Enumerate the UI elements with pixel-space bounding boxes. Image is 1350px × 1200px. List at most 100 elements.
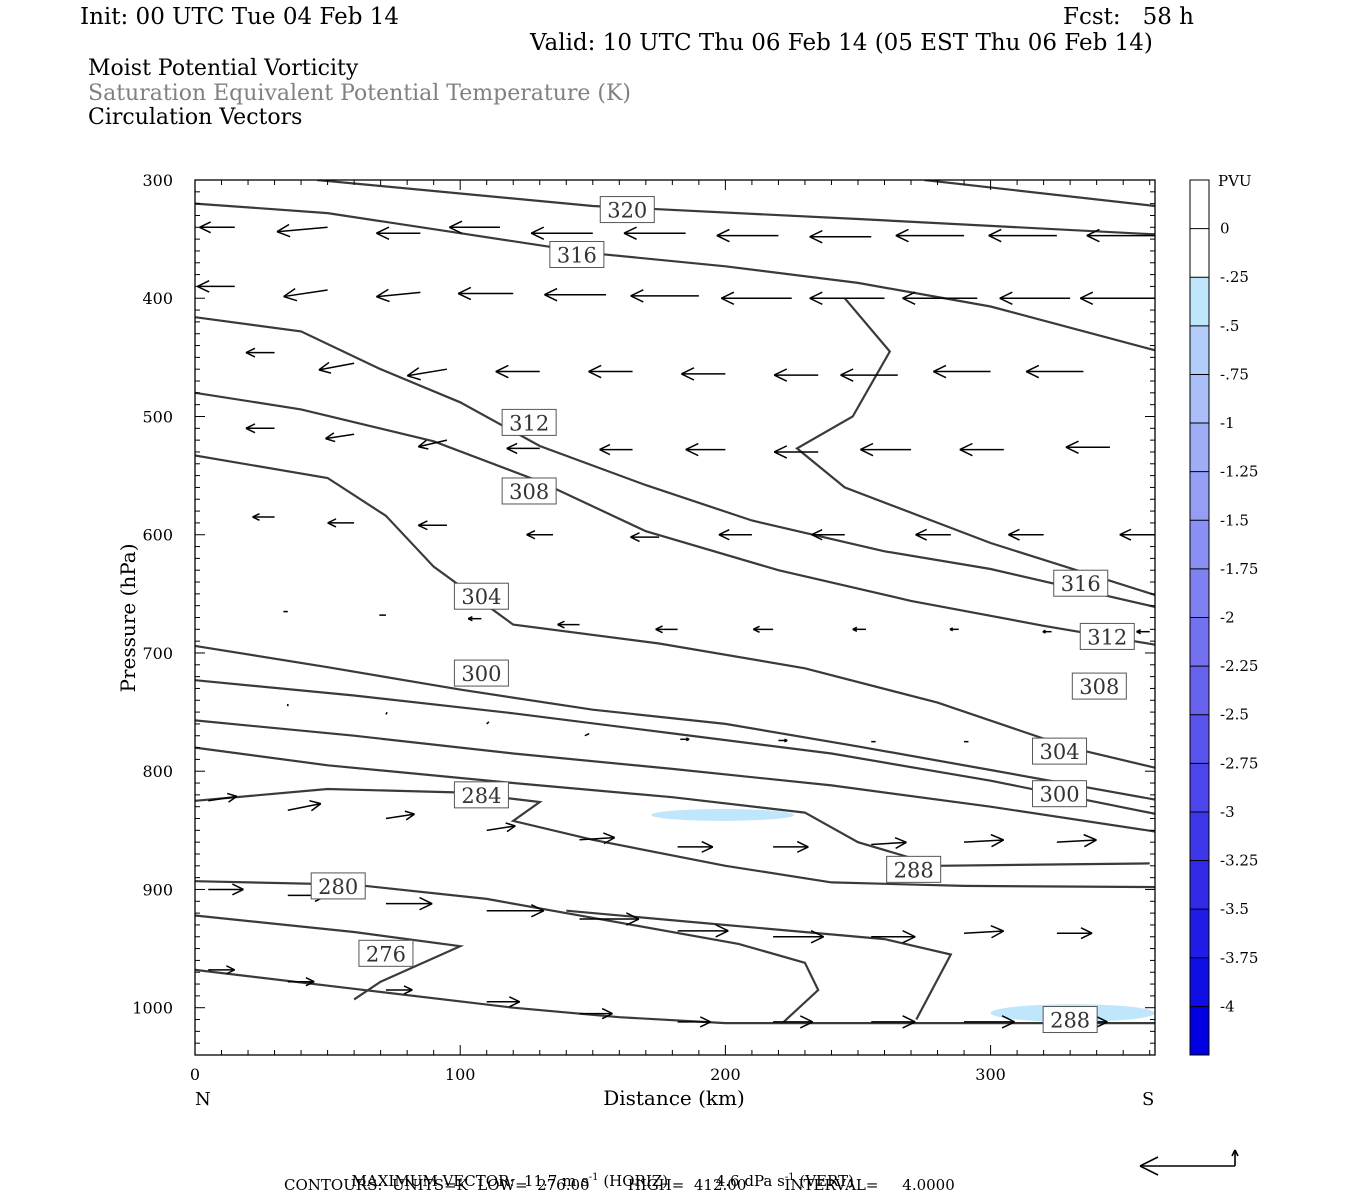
y-tick-label: 600 (142, 526, 173, 545)
circulation-vector (752, 625, 774, 634)
colorbar-swatch (1190, 423, 1209, 473)
y-tick-label: 300 (142, 171, 173, 190)
circulation-vector (287, 799, 322, 812)
circulation-vector (526, 530, 554, 540)
contour-label: 316 (1053, 569, 1109, 597)
circulation-vector (1136, 629, 1150, 635)
circulation-vector (677, 924, 729, 938)
svg-text:304: 304 (1039, 740, 1079, 764)
circulation-vector (486, 721, 490, 725)
y-tick-label: 800 (142, 762, 173, 781)
circulation-vector (1056, 927, 1093, 940)
svg-text:312: 312 (1087, 625, 1127, 649)
y-tick-label: 900 (142, 880, 173, 899)
circulation-vector (327, 518, 355, 528)
max-vector-vert-tag: (VERT) (799, 1172, 854, 1190)
circulation-vector (718, 529, 752, 541)
circulation-vector (685, 442, 726, 457)
circulation-vector (325, 432, 355, 443)
circulation-vector (860, 442, 912, 457)
y-axis: 300 400 500 600 700 800 900 1000 (132, 171, 1155, 1056)
contour-label: 304 (453, 582, 509, 610)
colorbar-tick-label: -3.5 (1220, 900, 1249, 918)
colorbar-tick-label: -2 (1220, 609, 1235, 627)
circulation-vector (1065, 440, 1110, 454)
circulation-vector (630, 532, 660, 543)
circulation-vector (1025, 364, 1084, 379)
x-tick-label: 100 (445, 1065, 476, 1084)
circulation-vector (915, 528, 951, 541)
init-time: Init: 00 UTC Tue 04 Feb 14 (80, 4, 400, 30)
circulation-vector (283, 288, 328, 302)
field-title-theta-e: Saturation Equivalent Potential Temperat… (88, 81, 631, 106)
colorbar-swatch (1190, 811, 1209, 862)
circulation-vector (557, 620, 580, 629)
circulation-vector (385, 896, 433, 911)
max-vector-line: MAXIMUM VECTOR: 11.7 m s-1 (HORIZ) 4.6 d… (342, 1158, 854, 1189)
colorbar-tick-label: -1.5 (1220, 511, 1249, 529)
svg-text:280: 280 (318, 875, 358, 899)
circulation-vector (544, 287, 607, 302)
field-title-mpv: Moist Potential Vorticity (88, 56, 359, 81)
contour-labels: 320 316 316 312 312 308 308 304 304 300 300 284 288 2… (310, 196, 1135, 1034)
colorbar-swatch (1190, 277, 1209, 327)
max-vector-horiz-tag: (HORIZ) (603, 1172, 669, 1190)
circulation-vector (811, 529, 845, 541)
x-tick-label: 0 (190, 1065, 200, 1084)
max-vector-vert-exponent: -1 (784, 1172, 795, 1183)
colorbar-swatch (1190, 374, 1209, 424)
circulation-vector (376, 288, 421, 303)
circulation-vector (579, 1007, 613, 1020)
circulation-vector (773, 445, 819, 459)
reference-vector (1139, 1149, 1239, 1176)
circulation-vector (809, 291, 885, 306)
circulation-vector (964, 1015, 1015, 1029)
circulation-vector (530, 226, 593, 240)
theta-e-contour-276 (195, 968, 1155, 1025)
circulation-vector (457, 286, 514, 301)
circulation-vector (871, 929, 916, 944)
colorbar-tick-label: -3.25 (1220, 852, 1258, 870)
svg-text:288: 288 (1050, 1009, 1090, 1033)
circulation-vector (579, 832, 616, 845)
colorbar-tick-label: -.75 (1220, 365, 1249, 383)
y-tick-label: 1000 (132, 999, 173, 1018)
circulation-vector (964, 833, 1005, 848)
x-axis: 0 100 200 300 (190, 180, 1151, 1084)
circulation-vector (988, 228, 1057, 243)
circulation-vector (406, 367, 448, 381)
contour-label: 316 (549, 240, 605, 268)
svg-text:300: 300 (461, 662, 501, 686)
svg-text:308: 308 (509, 480, 549, 504)
circulation-vector (588, 364, 633, 379)
colorbar-tick-label: -3 (1220, 803, 1235, 821)
circulation-vector (871, 836, 907, 850)
circulation-vector (449, 220, 500, 235)
circulation-vector (895, 228, 965, 243)
colorbar-tick-label: -1 (1220, 414, 1235, 432)
circulation-vector (852, 626, 866, 633)
colorbar-swatch (1190, 180, 1209, 230)
circulation-vector (677, 840, 714, 853)
contour-label: 276 (358, 939, 414, 967)
circulation-vector (630, 289, 699, 303)
mpv-colorbar: 0 -.25 -.5 -.75 -1 -1.25 -1.5 -1.75 -2 -2.25 -2.5 -… (1189, 179, 1258, 1056)
contour-label: 288 (886, 855, 942, 883)
circulation-vector (506, 442, 540, 455)
colorbar-tick-label: -2.25 (1220, 657, 1258, 675)
circulation-vector (1008, 528, 1044, 541)
circulation-vector (245, 423, 275, 434)
circulation-vector (959, 442, 1004, 457)
theta-e-contour-296 (195, 679, 1155, 815)
contour-label: 312 (501, 408, 557, 436)
svg-text:288: 288 (894, 858, 934, 882)
svg-text:316: 316 (1061, 572, 1101, 596)
theta-e-contour-312 (795, 297, 1155, 597)
circulation-vector (773, 1015, 814, 1029)
valid-time: Valid: 10 UTC Thu 06 Feb 14 (05 EST Thu … (530, 30, 1153, 56)
forecast-hour: Fcst: 58 h (1063, 4, 1194, 30)
circulation-vector (716, 228, 779, 243)
svg-text:308: 308 (1079, 675, 1119, 699)
contour-label: 304 (1032, 737, 1088, 765)
